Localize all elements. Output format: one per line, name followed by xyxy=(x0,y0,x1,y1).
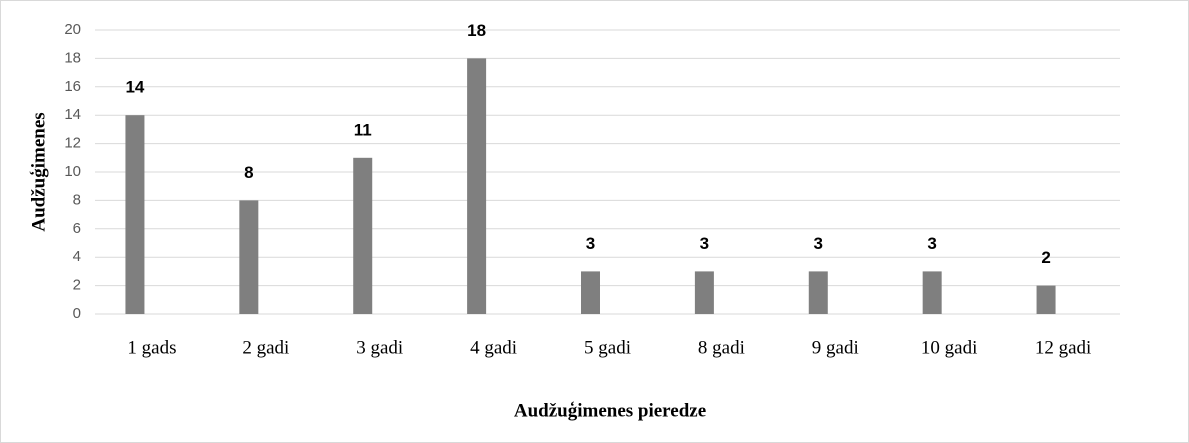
data-label: 8 xyxy=(244,163,253,182)
y-tick-label: 12 xyxy=(64,135,81,152)
data-label: 3 xyxy=(700,234,709,253)
y-tick-label: 4 xyxy=(73,248,81,265)
y-tick-label: 2 xyxy=(73,277,81,294)
data-label: 2 xyxy=(1041,248,1050,267)
y-tick-label: 8 xyxy=(73,191,81,208)
data-label: 18 xyxy=(467,21,486,40)
x-tick-label: 4 gadi xyxy=(470,337,517,358)
x-tick-label: 5 gadi xyxy=(584,337,631,358)
bar xyxy=(808,271,828,314)
data-label: 3 xyxy=(586,234,595,253)
bar xyxy=(1036,285,1056,314)
y-tick-label: 16 xyxy=(64,78,81,95)
x-tick-label: 3 gadi xyxy=(356,337,403,358)
data-label: 14 xyxy=(125,78,144,97)
data-label: 3 xyxy=(814,234,823,253)
bar xyxy=(239,200,259,314)
y-axis-title: Audžuģimenes xyxy=(28,112,49,231)
x-tick-label: 12 gadi xyxy=(1035,337,1091,358)
y-tick-label: 10 xyxy=(64,163,81,180)
y-tick-label: 20 xyxy=(64,21,81,38)
y-tick-label: 18 xyxy=(64,49,81,66)
x-axis-title: Audžuģimenes pieredze xyxy=(514,400,706,421)
x-tick-label: 2 gadi xyxy=(242,337,289,358)
y-tick-label: 0 xyxy=(73,305,81,322)
x-tick-label: 1 gads xyxy=(127,337,176,358)
bar xyxy=(467,58,487,315)
bar xyxy=(125,115,145,314)
bar xyxy=(922,271,942,314)
x-tick-label: 10 gadi xyxy=(921,337,977,358)
y-tick-label: 6 xyxy=(73,220,81,237)
bar xyxy=(581,271,600,314)
x-tick-label: 8 gadi xyxy=(698,337,745,358)
bar xyxy=(353,157,373,314)
data-label: 3 xyxy=(927,234,936,253)
bar xyxy=(694,271,714,314)
y-tick-label: 14 xyxy=(64,106,81,123)
x-tick-label: 9 gadi xyxy=(812,337,859,358)
data-label: 11 xyxy=(354,120,372,139)
